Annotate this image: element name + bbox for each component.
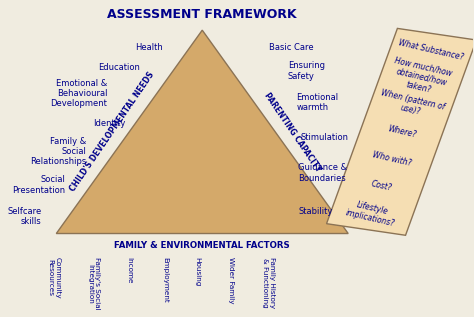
Text: FAMILY & ENVIRONMENTAL FACTORS: FAMILY & ENVIRONMENTAL FACTORS xyxy=(114,241,290,250)
Text: Health: Health xyxy=(135,43,163,52)
Text: Identity: Identity xyxy=(93,119,126,128)
Text: Lifestyle
implications?: Lifestyle implications? xyxy=(345,198,398,229)
Text: Who with?: Who with? xyxy=(371,150,412,168)
Text: Basic Care: Basic Care xyxy=(269,43,314,52)
Text: Emotional &
Behavioural
Development: Emotional & Behavioural Development xyxy=(50,79,107,108)
Text: Education: Education xyxy=(98,62,140,72)
Text: Social
Presentation: Social Presentation xyxy=(12,175,65,195)
Text: Family's Social
Integration: Family's Social Integration xyxy=(87,257,100,310)
Text: Where?: Where? xyxy=(386,124,417,139)
Polygon shape xyxy=(56,30,348,234)
Text: How much/how
obtained/how
taken?: How much/how obtained/how taken? xyxy=(389,56,453,98)
Text: When (pattern of
use)?: When (pattern of use)? xyxy=(377,88,446,121)
Text: Stimulation: Stimulation xyxy=(301,133,349,142)
Text: Housing: Housing xyxy=(195,257,201,287)
Text: Employment: Employment xyxy=(162,257,168,303)
Text: Community
Resources: Community Resources xyxy=(47,257,61,299)
Text: Selfcare
skills: Selfcare skills xyxy=(7,207,41,226)
Text: CHILD'S DEVELOPMENTAL NEEDS: CHILD'S DEVELOPMENTAL NEEDS xyxy=(68,70,155,193)
Text: Income: Income xyxy=(127,257,133,284)
Text: What Substance?: What Substance? xyxy=(398,38,465,62)
Text: Stability: Stability xyxy=(298,207,333,216)
Text: ASSESSMENT FRAMEWORK: ASSESSMENT FRAMEWORK xyxy=(108,8,297,21)
Text: Wider Family: Wider Family xyxy=(228,257,235,304)
Text: Ensuring
Safety: Ensuring Safety xyxy=(288,61,325,81)
Text: Cost?: Cost? xyxy=(370,180,393,193)
Text: PARENTING CAPACITY: PARENTING CAPACITY xyxy=(263,91,323,173)
Text: Emotional
warmth: Emotional warmth xyxy=(296,93,338,112)
Text: Family &
Social
Relationships: Family & Social Relationships xyxy=(30,137,86,166)
Text: Family History
& Functioning: Family History & Functioning xyxy=(262,257,275,308)
FancyBboxPatch shape xyxy=(327,29,474,235)
Text: Guidance &
Boundaries: Guidance & Boundaries xyxy=(298,163,347,183)
